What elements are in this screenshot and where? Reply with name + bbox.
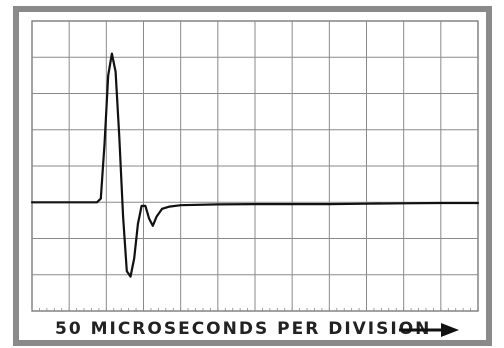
grid-lines — [31, 20, 479, 312]
chart-paper — [19, 12, 486, 340]
x-axis-label: 50 MICROSECONDS PER DIVISION — [55, 319, 432, 339]
right-arrow-icon — [399, 323, 459, 337]
x-axis-label-row: 50 MICROSECONDS PER DIVISION — [19, 313, 486, 343]
oscilloscope-plot — [30, 20, 480, 312]
waveform-series-line — [30, 52, 480, 278]
